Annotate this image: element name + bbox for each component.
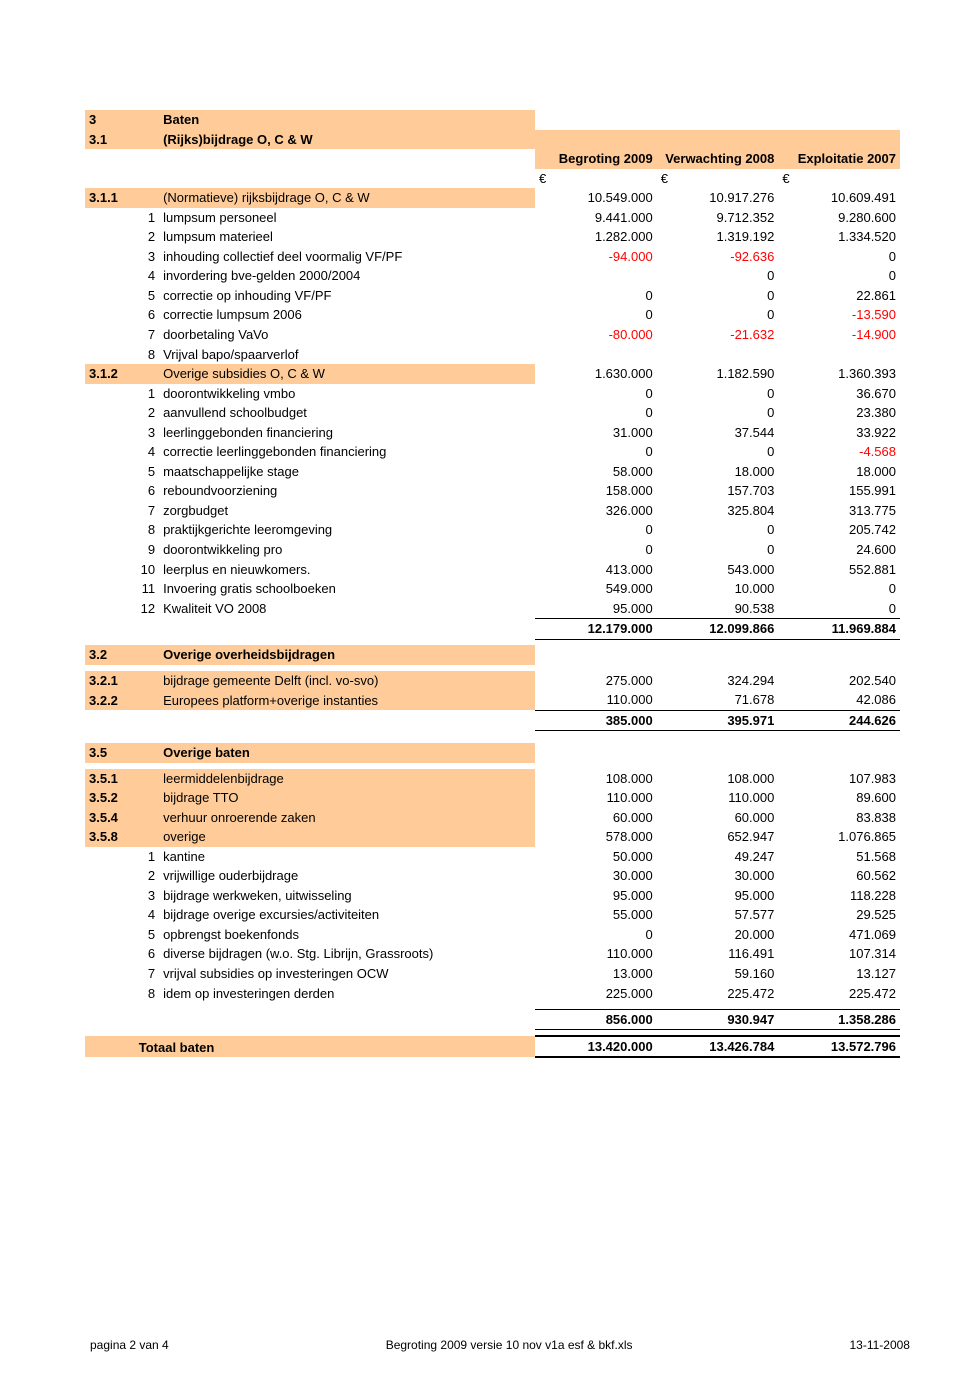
data-row: 9doorontwikkeling pro0024.600 bbox=[85, 540, 900, 560]
data-row: 5maatschappelijke stage58.00018.00018.00… bbox=[85, 462, 900, 482]
data-row: 6correctie lumpsum 200600-13.590 bbox=[85, 305, 900, 325]
data-row: 8praktijkgerichte leeromgeving00205.742 bbox=[85, 520, 900, 540]
data-row: 3leerlinggebonden financiering31.00037.5… bbox=[85, 423, 900, 443]
data-row: 7doorbetaling VaVo-80.000-21.632-14.900 bbox=[85, 325, 900, 345]
currency-row: €€€ bbox=[85, 169, 900, 189]
footer-center: Begroting 2009 versie 10 nov v1a esf & b… bbox=[386, 1338, 633, 1352]
data-row: 3bijdrage werkweken, uitwisseling95.0009… bbox=[85, 886, 900, 906]
data-row: 11Invoering gratis schoolboeken549.00010… bbox=[85, 579, 900, 599]
subtotal-row: 12.179.00012.099.86611.969.884 bbox=[85, 619, 900, 640]
data-row: 5opbrengst boekenfonds020.000471.069 bbox=[85, 925, 900, 945]
financial-table: 3Baten3.1(Rijks)bijdrage O, C & WBegroti… bbox=[85, 110, 900, 1058]
section-header: 3.1(Rijks)bijdrage O, C & W bbox=[85, 130, 900, 150]
data-row: 4invordering bve-gelden 2000/200400 bbox=[85, 266, 900, 286]
data-row: 8idem op investeringen derden225.000225.… bbox=[85, 984, 900, 1004]
subsection-header: 3.5.2bijdrage TTO110.000110.00089.600 bbox=[85, 788, 900, 808]
footer-right: 13-11-2008 bbox=[849, 1338, 910, 1352]
total-row: Totaal baten13.420.00013.426.78413.572.7… bbox=[85, 1036, 900, 1058]
section-header: 3.5Overige baten bbox=[85, 743, 900, 763]
data-row: 12Kwaliteit VO 200895.00090.5380 bbox=[85, 599, 900, 619]
data-row: 1lumpsum personeel9.441.0009.712.3529.28… bbox=[85, 208, 900, 228]
data-row: 10leerplus en nieuwkomers.413.000543.000… bbox=[85, 560, 900, 580]
subsection-header: 3.2.1bijdrage gemeente Delft (incl. vo-s… bbox=[85, 671, 900, 691]
data-row: 3inhouding collectief deel voormalig VF/… bbox=[85, 247, 900, 267]
data-row: 2lumpsum materieel1.282.0001.319.1921.33… bbox=[85, 227, 900, 247]
data-row: 7vrijval subsidies op investeringen OCW1… bbox=[85, 964, 900, 984]
data-row: 4correctie leerlinggebonden financiering… bbox=[85, 442, 900, 462]
section-header: 3.2Overige overheidsbijdragen bbox=[85, 645, 900, 665]
data-row: 6diverse bijdragen (w.o. Stg. Librijn, G… bbox=[85, 944, 900, 964]
subsection-header: 3.5.1leermiddelenbijdrage108.000108.0001… bbox=[85, 769, 900, 789]
subsection-header: 3.1.1(Normatieve) rijksbijdrage O, C & W… bbox=[85, 188, 900, 208]
column-headers: Begroting 2009Verwachting 2008Exploitati… bbox=[85, 149, 900, 169]
subtotal-row: 385.000395.971244.626 bbox=[85, 710, 900, 731]
section-header: 3Baten bbox=[85, 110, 900, 130]
subtotal-row: 856.000930.9471.358.286 bbox=[85, 1009, 900, 1030]
data-row: 4bijdrage overige excursies/activiteiten… bbox=[85, 905, 900, 925]
data-row: 1doorontwikkeling vmbo0036.670 bbox=[85, 384, 900, 404]
subsection-header: 3.2.2Europees platform+overige instantie… bbox=[85, 690, 900, 710]
footer-left: pagina 2 van 4 bbox=[90, 1338, 169, 1352]
page-footer: pagina 2 van 4 Begroting 2009 versie 10 … bbox=[0, 1088, 960, 1382]
subsection-header: 3.5.8overige578.000652.9471.076.865 bbox=[85, 827, 900, 847]
data-row: 8Vrijval bapo/spaarverlof bbox=[85, 345, 900, 365]
data-row: 2vrijwillige ouderbijdrage30.00030.00060… bbox=[85, 866, 900, 886]
data-row: 2aanvullend schoolbudget0023.380 bbox=[85, 403, 900, 423]
data-row: 7zorgbudget326.000325.804313.775 bbox=[85, 501, 900, 521]
subsection-header: 3.1.2Overige subsidies O, C & W1.630.000… bbox=[85, 364, 900, 384]
data-row: 1kantine50.00049.24751.568 bbox=[85, 847, 900, 867]
data-row: 6reboundvoorziening158.000157.703155.991 bbox=[85, 481, 900, 501]
subsection-header: 3.5.4verhuur onroerende zaken60.00060.00… bbox=[85, 808, 900, 828]
data-row: 5correctie op inhouding VF/PF0022.861 bbox=[85, 286, 900, 306]
